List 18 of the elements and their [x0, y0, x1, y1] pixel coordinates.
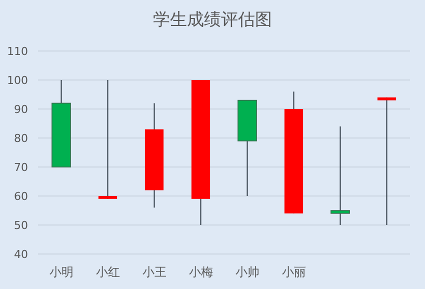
y-tick-label: 50 [14, 218, 28, 232]
y-tick-label: 110 [7, 44, 28, 58]
x-tick-label: 小红 [96, 265, 120, 279]
y-tick-label: 80 [14, 132, 28, 145]
candlestick [330, 126, 350, 226]
x-tick-label: 小明 [49, 265, 74, 279]
y-tick-label: 100 [7, 74, 28, 87]
chart-title: 学生成绩评估图 [153, 10, 272, 30]
y-tick-label: 90 [14, 102, 28, 116]
x-tick-label: 小王 [142, 265, 166, 279]
x-tick-label: 小梅 [188, 265, 213, 279]
y-tick-label: 70 [14, 160, 28, 174]
y-tick-label: 40 [14, 248, 28, 261]
y-tick-label: 60 [14, 190, 28, 203]
candlestick [98, 80, 118, 200]
x-tick-label: 小帅 [235, 265, 260, 279]
x-tick-label: 小丽 [282, 265, 306, 279]
candlestick [377, 96, 396, 226]
